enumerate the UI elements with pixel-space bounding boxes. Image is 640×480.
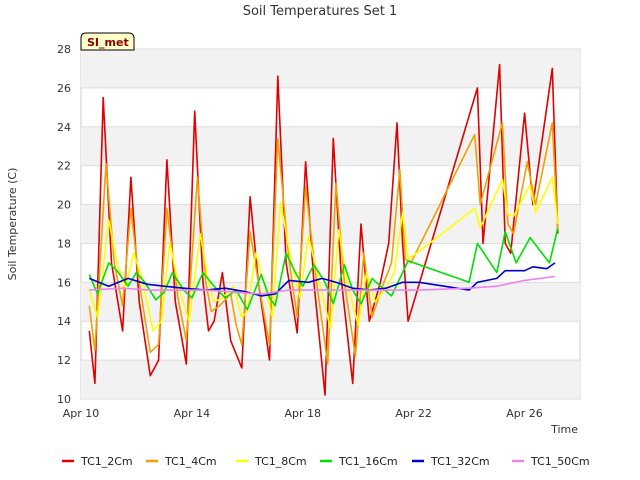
y-axis-label: Soil Temperature (C) (6, 168, 19, 281)
legend-label: TC1_32Cm (430, 455, 490, 468)
legend-label: TC1_2Cm (80, 455, 133, 468)
y-axis-ticks: 10 12 14 16 18 20 22 24 26 28 (57, 43, 71, 406)
y-tick-label: 10 (57, 393, 71, 406)
y-tick-label: 28 (57, 43, 71, 56)
y-tick-label: 18 (57, 237, 71, 250)
chart-title: Soil Temperatures Set 1 (243, 4, 398, 19)
grid-band (81, 360, 580, 399)
x-tick-label: Apr 22 (395, 407, 432, 420)
legend-label: TC1_8Cm (254, 455, 307, 468)
x-axis-label: Time (550, 423, 578, 436)
y-tick-label: 22 (57, 160, 71, 173)
legend-label: TC1_4Cm (164, 455, 217, 468)
legend-label: TC1_50Cm (530, 455, 590, 468)
x-tick-label: Apr 18 (285, 407, 322, 420)
x-axis-ticks: Apr 10 Apr 14 Apr 18 Apr 22 Apr 26 (63, 407, 543, 420)
legend-label: TC1_16Cm (338, 455, 398, 468)
y-tick-label: 26 (57, 82, 71, 95)
y-tick-label: 12 (57, 354, 71, 367)
series-line-TC1_16Cm (88, 227, 559, 311)
y-tick-label: 16 (57, 276, 71, 289)
grid-band (81, 49, 580, 88)
x-tick-label: Apr 26 (506, 407, 543, 420)
legend: TC1_2Cm TC1_4Cm TC1_8Cm TC1_16Cm TC1_32Cm TC1… (62, 455, 590, 468)
x-tick-label: Apr 10 (63, 407, 100, 420)
series-line-TC1_2Cm (88, 63, 559, 396)
y-tick-label: 20 (57, 199, 71, 212)
site-badge: SI_met (80, 32, 135, 51)
x-tick-label: Apr 14 (174, 407, 211, 420)
y-tick-label: 14 (57, 315, 71, 328)
series-line-TC1_8Cm (88, 176, 559, 332)
y-tick-label: 24 (57, 121, 71, 134)
badge-label: SI_met (87, 36, 129, 49)
series-line-TC1_50Cm (89, 275, 556, 295)
badge-shape (80, 32, 135, 51)
series-line-TC1_32Cm (89, 262, 556, 297)
series-layer (88, 63, 559, 396)
